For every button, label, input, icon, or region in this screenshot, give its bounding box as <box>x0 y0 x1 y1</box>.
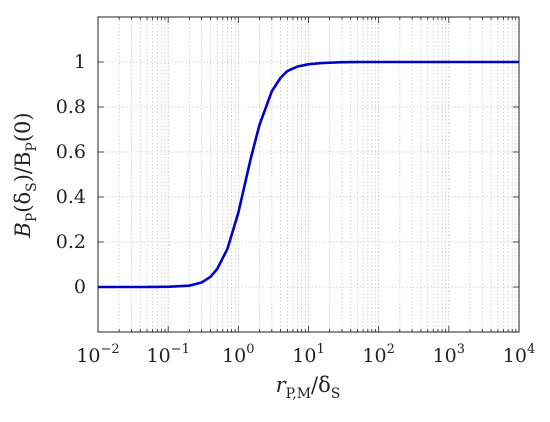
y-tick-label: 0.6 <box>56 141 86 163</box>
x-tick-label: 10−1 <box>146 342 189 367</box>
x-tick-label: 103 <box>433 342 465 367</box>
x-tick-label: 100 <box>222 342 254 367</box>
series-line <box>98 60 519 289</box>
y-tick-label: 0.8 <box>56 96 86 118</box>
y-axis-label: BP(δS)/BP(0) <box>11 112 40 238</box>
x-tick-label: 101 <box>292 342 324 367</box>
x-tick-label: 104 <box>503 342 535 367</box>
grid <box>97 17 519 332</box>
y-tick-label: 1 <box>74 51 86 73</box>
x-axis-label: rP,M/δS <box>276 373 341 402</box>
plot-frame <box>97 16 520 333</box>
x-tick-labels: 10−2 10−1 100 101 102 103 104 <box>76 342 535 367</box>
x-tick-label: 10−2 <box>76 342 119 367</box>
y-tick-label: 0 <box>74 276 86 298</box>
y-tick-label: 0.4 <box>56 186 86 208</box>
y-tick-label: 0.2 <box>56 231 86 253</box>
x-tick-label: 102 <box>362 342 394 367</box>
y-tick-labels: 0 0.2 0.4 0.6 0.8 1 <box>56 51 86 298</box>
